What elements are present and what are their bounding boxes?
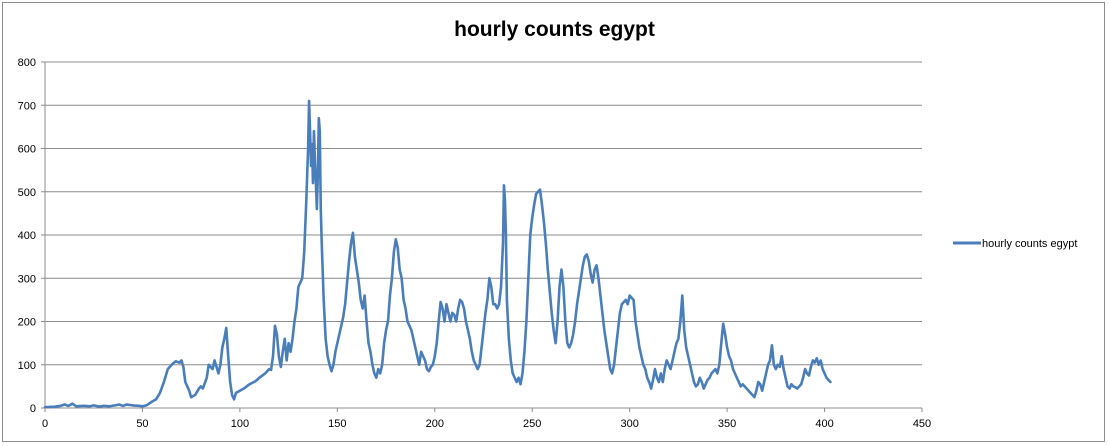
legend: hourly counts egypt xyxy=(953,238,1077,250)
x-tick-label: 200 xyxy=(426,418,444,430)
series-group xyxy=(43,99,832,409)
gridlines xyxy=(45,61,922,366)
legend-label: hourly counts egypt xyxy=(982,238,1077,250)
x-tick-label: 450 xyxy=(913,418,931,430)
y-tick-label: 200 xyxy=(18,317,36,329)
y-tick-label: 400 xyxy=(18,230,36,242)
chart-title: hourly counts egypt xyxy=(454,18,655,41)
x-tick-label: 50 xyxy=(136,418,148,430)
y-tick-label: 0 xyxy=(30,403,36,415)
y-tick-label: 100 xyxy=(18,360,36,372)
series-line xyxy=(43,99,832,409)
y-tick-label: 700 xyxy=(18,100,36,112)
x-tick-label: 350 xyxy=(718,418,736,430)
y-tick-label: 300 xyxy=(18,273,36,285)
x-tick-label: 250 xyxy=(523,418,541,430)
x-tick-label: 100 xyxy=(231,418,249,430)
y-tick-labels: 0 100 200 300 400 500 600 700 800 xyxy=(18,57,36,415)
x-tick-label: 0 xyxy=(42,418,48,430)
y-tick-label: 600 xyxy=(18,144,36,156)
x-tick-label: 150 xyxy=(328,418,346,430)
x-tick-label: 300 xyxy=(620,418,638,430)
axes xyxy=(41,61,923,412)
y-tick-label: 800 xyxy=(18,57,36,69)
x-tick-label: 400 xyxy=(815,418,833,430)
y-tick-label: 500 xyxy=(18,187,36,199)
x-tick-labels: 0 50 100 150 200 250 300 350 400 450 xyxy=(42,418,931,430)
